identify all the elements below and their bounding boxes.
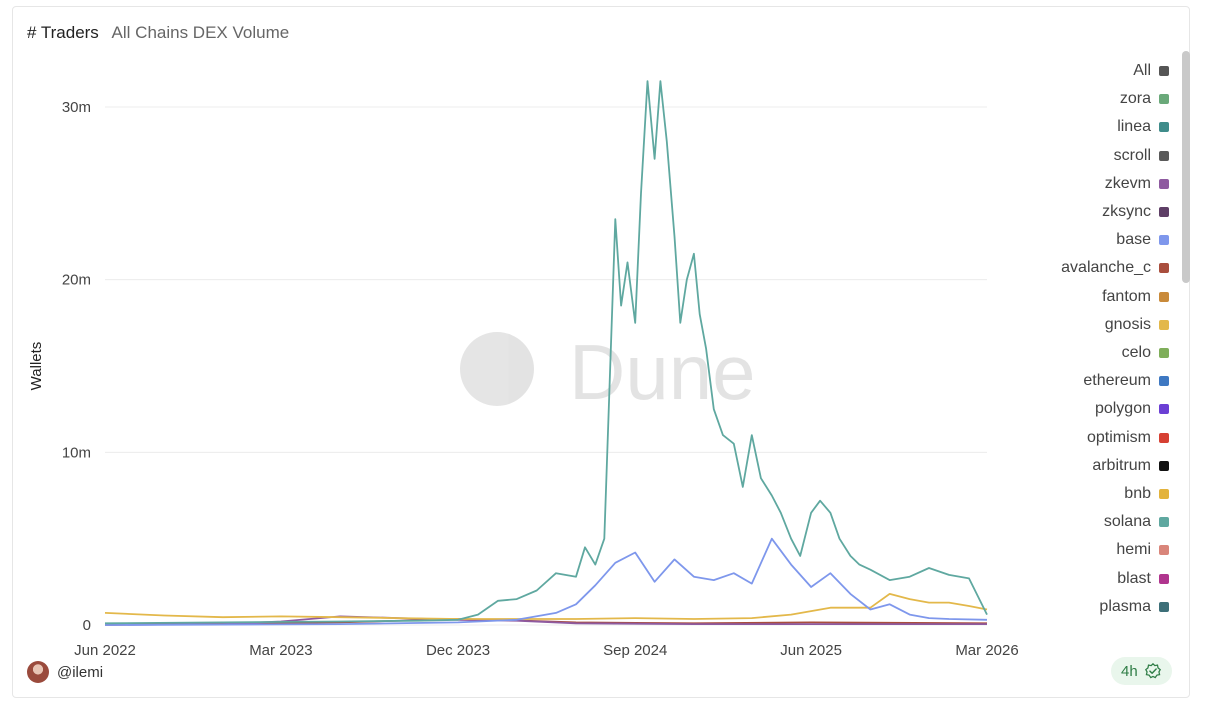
chart-legend: All zora linea scroll zkevm zksync base avalanc…: [1023, 53, 1183, 628]
series-line-base: [104, 537, 988, 626]
x-tick-label: Mar 2023: [249, 642, 312, 659]
legend-swatch: [1159, 66, 1169, 76]
legend-swatch: [1159, 573, 1169, 584]
legend-label: linea: [1117, 118, 1151, 136]
legend-scrollbar-thumb[interactable]: [1182, 51, 1190, 283]
line-chart: Dune 0 10m 20m 30m Wallets Jun 2022 Mar 2023 Dec…: [28, 80, 1019, 659]
legend-item-polygon[interactable]: polygon: [1095, 399, 1169, 419]
legend-item-solana[interactable]: solana: [1104, 512, 1169, 532]
legend-swatch: [1159, 150, 1169, 161]
legend-label: solana: [1103, 513, 1151, 531]
series-line-gnosis: [104, 593, 988, 620]
legend-swatch: [1159, 489, 1169, 499]
legend-item-optimism[interactable]: optimism: [1087, 428, 1169, 448]
legend-swatch: [1159, 545, 1169, 556]
legend-swatch: [1159, 94, 1169, 105]
legend-item-bnb[interactable]: bnb: [1124, 484, 1169, 504]
legend-item-All[interactable]: All: [1133, 61, 1169, 81]
x-tick-label: Sep 2024: [603, 642, 667, 659]
chart-card: # Traders All Chains DEX Volume Dune 0 10m…: [12, 6, 1190, 698]
y-tick-label: 10m: [62, 444, 91, 461]
legend-item-linea[interactable]: linea: [1117, 117, 1169, 137]
legend-label: blast: [1117, 569, 1151, 587]
refresh-label: 4h: [1121, 662, 1138, 680]
legend-item-celo[interactable]: celo: [1122, 343, 1169, 363]
author-info[interactable]: @ilemi: [27, 661, 103, 683]
x-tick-label: Mar 2026: [955, 642, 1018, 659]
legend-label: polygon: [1094, 400, 1151, 418]
legend-item-plasma[interactable]: plasma: [1099, 597, 1169, 617]
chart-subtitle: All Chains DEX Volume: [111, 23, 290, 42]
legend-label: avalanche_c: [1061, 259, 1151, 277]
x-tick-label: Jun 2025: [780, 642, 842, 659]
x-tick-label: Jun 2022: [74, 642, 136, 659]
legend-label: plasma: [1099, 597, 1151, 615]
legend-item-zora[interactable]: zora: [1120, 89, 1169, 109]
legend-swatch: [1159, 404, 1169, 415]
legend-label: arbitrum: [1092, 456, 1151, 474]
legend-swatch: [1159, 263, 1169, 274]
chart-title: # Traders: [27, 23, 99, 42]
legend-label: zkevm: [1104, 174, 1151, 192]
legend-label: zksync: [1102, 203, 1151, 220]
dune-logo-icon: [460, 332, 534, 406]
legend-label: bnb: [1124, 485, 1151, 502]
author-handle[interactable]: @ilemi: [57, 663, 104, 681]
legend-item-zkevm[interactable]: zkevm: [1105, 174, 1169, 194]
legend-item-fantom[interactable]: fantom: [1102, 287, 1169, 307]
legend-item-blast[interactable]: blast: [1117, 569, 1169, 589]
legend-swatch: [1159, 601, 1169, 612]
legend-item-zksync[interactable]: zksync: [1102, 202, 1169, 222]
legend-label: scroll: [1113, 146, 1151, 164]
legend-label: fantom: [1102, 287, 1151, 305]
legend-swatch: [1159, 235, 1169, 246]
legend-item-gnosis[interactable]: gnosis: [1105, 315, 1169, 335]
legend-swatch: [1159, 319, 1169, 330]
legend-scrollbar[interactable]: [1182, 51, 1190, 629]
watermark-text: Dune: [569, 328, 755, 416]
legend-swatch: [1159, 460, 1169, 471]
legend-label: celo: [1121, 344, 1151, 361]
legend-item-ethereum[interactable]: ethereum: [1083, 371, 1169, 391]
legend-swatch: [1159, 178, 1169, 189]
y-axis-label: Wallets: [28, 342, 45, 391]
legend-swatch: [1159, 348, 1169, 358]
avatar[interactable]: [27, 661, 49, 683]
y-tick-label: 0: [83, 617, 91, 634]
refresh-badge[interactable]: 4h: [1111, 657, 1172, 685]
y-tick-label: 20m: [62, 272, 91, 289]
legend-label: base: [1116, 231, 1151, 249]
legend-item-scroll[interactable]: scroll: [1114, 146, 1169, 166]
legend-item-avalanche_c[interactable]: avalanche_c: [1061, 258, 1169, 278]
series-line-solana: [104, 80, 988, 625]
legend-swatch: [1159, 376, 1169, 387]
check-circle-icon: [1144, 662, 1161, 679]
legend-swatch: [1159, 122, 1169, 133]
legend-swatch: [1159, 207, 1169, 217]
legend-swatch: [1159, 517, 1169, 528]
legend-swatch: [1159, 291, 1169, 302]
legend-item-hemi[interactable]: hemi: [1116, 540, 1169, 560]
dune-watermark: Dune: [460, 328, 755, 416]
legend-label: zora: [1119, 90, 1151, 108]
chart-header: # Traders All Chains DEX Volume: [27, 23, 289, 43]
legend-item-base[interactable]: base: [1116, 230, 1169, 250]
x-tick-label: Dec 2023: [426, 642, 490, 659]
legend-label: gnosis: [1104, 315, 1151, 333]
y-tick-label: 30m: [62, 99, 91, 116]
legend-label: optimism: [1086, 428, 1151, 446]
legend-swatch: [1159, 432, 1169, 443]
legend-label: All: [1133, 62, 1151, 79]
legend-label: ethereum: [1083, 372, 1151, 390]
legend-label: hemi: [1116, 541, 1151, 559]
legend-item-arbitrum[interactable]: arbitrum: [1092, 456, 1169, 476]
